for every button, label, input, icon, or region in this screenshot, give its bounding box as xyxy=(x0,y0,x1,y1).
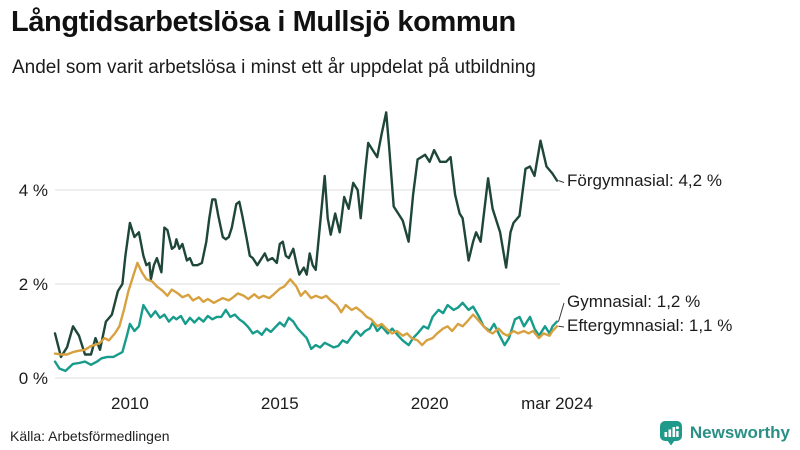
series-end-label-forgymnasial: Förgymnasial: 4,2 % xyxy=(567,171,722,190)
x-axis-tick-label: 2010 xyxy=(111,394,149,413)
series-end-label-eftergymnasial: Eftergymnasial: 1,1 % xyxy=(567,316,733,335)
label-leader-line xyxy=(558,325,565,328)
series-line-förgymnasial xyxy=(53,111,559,359)
page-title: Långtidsarbetslösa i Mullsjö kommun xyxy=(11,6,516,38)
brand-name: Newsworthy xyxy=(689,423,790,442)
x-axis-tick-label: 2020 xyxy=(411,394,449,413)
series-end-label-gymnasial: Gymnasial: 1,2 % xyxy=(567,292,701,311)
label-leader-line xyxy=(558,302,565,322)
y-axis-tick-label: 4 % xyxy=(19,181,48,200)
x-axis-tick-label: mar 2024 xyxy=(521,394,593,413)
series-line-gymnasial xyxy=(53,301,559,373)
series-line-eftergymnasial xyxy=(53,261,559,356)
page-subtitle: Andel som varit arbetslösa i minst ett å… xyxy=(12,57,536,78)
x-axis-tick-label: 2015 xyxy=(261,394,299,413)
y-axis-tick-label: 2 % xyxy=(19,275,48,294)
newsworthy-branding: Newsworthy xyxy=(659,420,790,446)
y-axis-tick-label: 0 % xyxy=(19,369,48,388)
bar-chart-speech-bubble-icon xyxy=(659,421,682,446)
label-leader-line xyxy=(558,180,565,183)
source-note: Källa: Arbetsförmedlingen xyxy=(10,428,170,444)
